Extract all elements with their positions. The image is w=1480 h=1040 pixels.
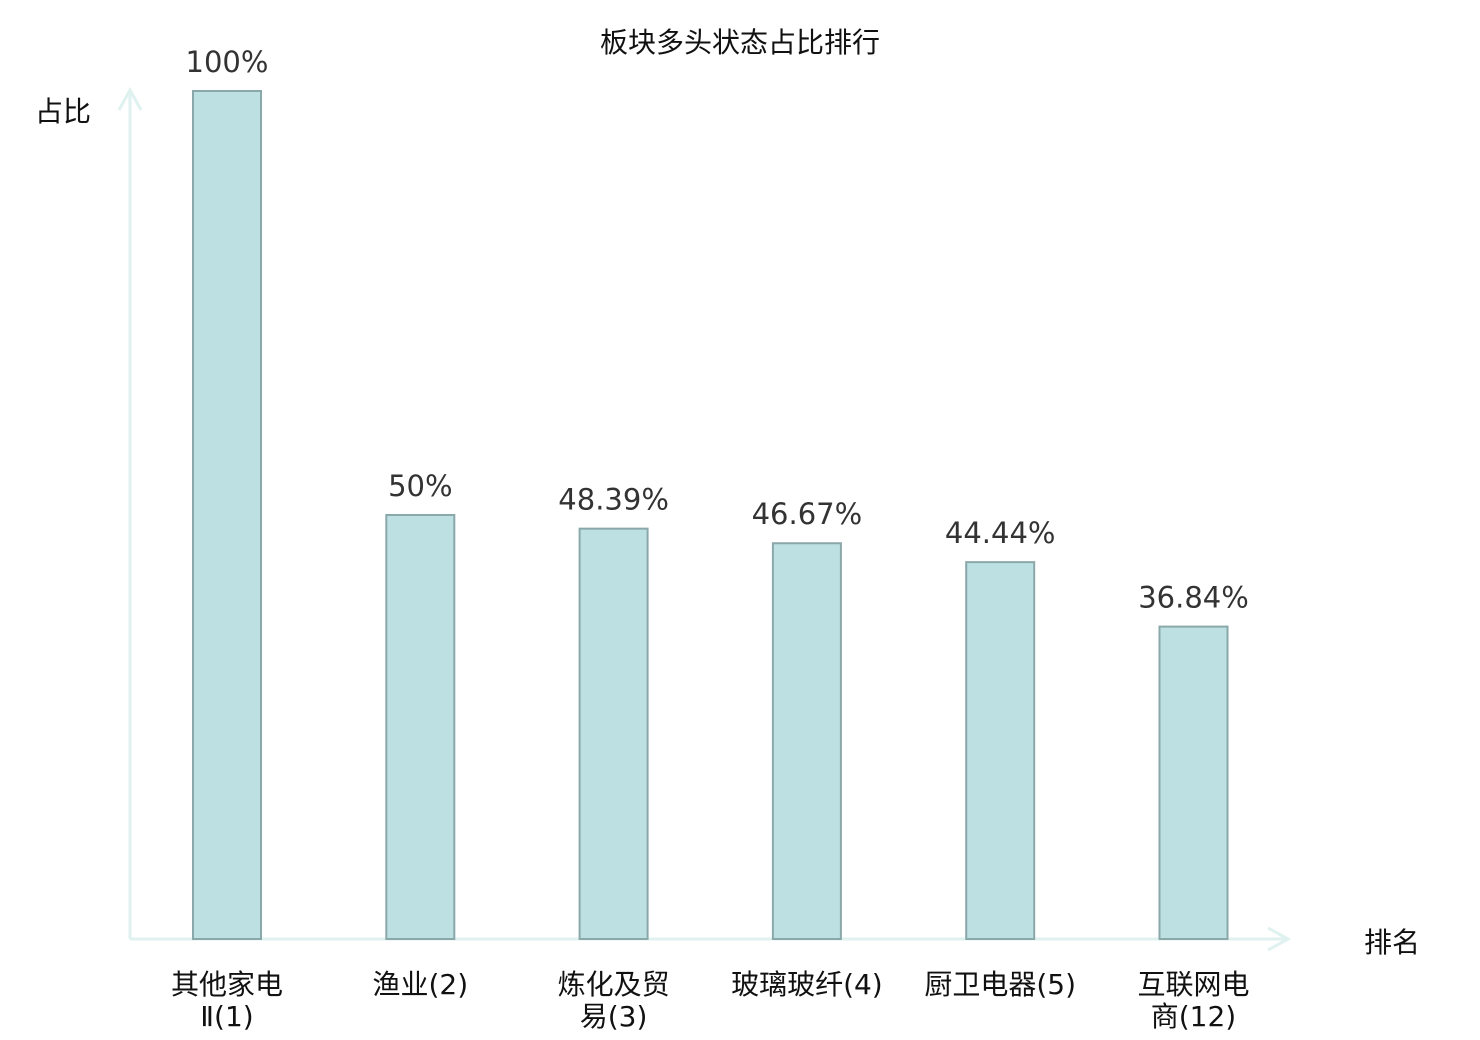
x-axis-arrow-icon — [1267, 926, 1292, 952]
x-tick-label: 其他家电 — [171, 968, 283, 1001]
axes — [117, 86, 1292, 952]
bar — [578, 527, 649, 940]
x-tick-label: 互联网电 — [1137, 968, 1249, 1001]
bar — [192, 90, 262, 940]
y-axis-label: 占比 — [35, 95, 91, 128]
data-label: 36.84% — [1138, 581, 1249, 615]
x-tick-label: Ⅱ(1) — [200, 1000, 253, 1033]
bar — [1158, 625, 1229, 940]
bar — [965, 561, 1036, 940]
x-tick-label: 厨卫电器(5) — [924, 968, 1076, 1001]
y-axis-arrow-icon — [117, 86, 143, 111]
x-tick-label: 炼化及贸 — [558, 968, 670, 1001]
chart-title: 板块多头状态占比排行 — [600, 26, 880, 59]
x-tick-label: 商(12) — [1151, 1000, 1236, 1033]
x-tick-label: 渔业(2) — [372, 968, 468, 1001]
data-label: 44.44% — [945, 516, 1056, 550]
x-tick-label: 玻璃玻纤(4) — [731, 968, 883, 1001]
bar — [385, 514, 456, 940]
data-label: 50% — [388, 469, 452, 503]
bar — [771, 542, 842, 940]
x-tick-label: 易(3) — [580, 1000, 648, 1033]
data-label: 46.67% — [752, 497, 863, 531]
x-axis-label: 排名 — [1364, 926, 1420, 959]
data-label: 100% — [186, 45, 269, 79]
data-label: 48.39% — [558, 483, 669, 517]
